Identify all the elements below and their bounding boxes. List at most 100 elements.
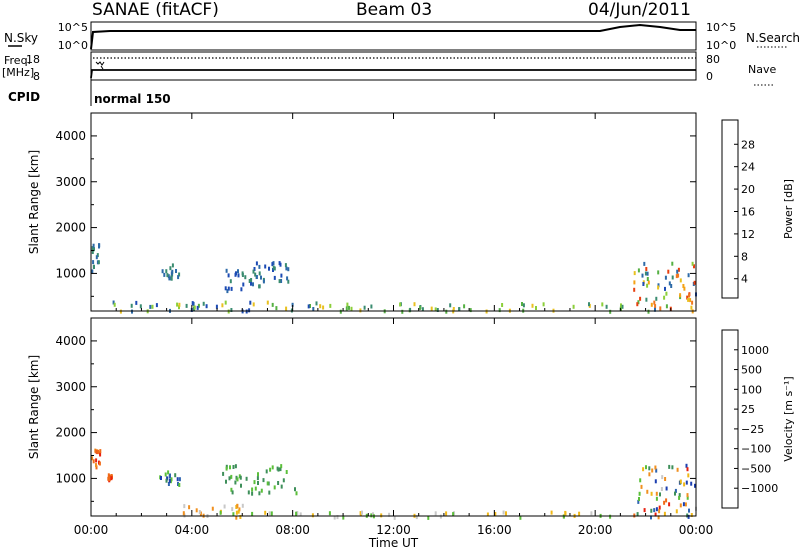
- data-cell: [135, 300, 138, 305]
- freq-label: Freq.: [4, 54, 31, 67]
- data-cell: [671, 261, 674, 266]
- data-cell: [445, 511, 448, 516]
- colorbar-tick-label: 4: [741, 273, 748, 286]
- data-cell: [439, 514, 442, 519]
- data-cell: [370, 304, 373, 309]
- data-cell: [312, 307, 315, 311]
- x-tick-label: 16:00: [477, 523, 512, 537]
- nsky-frame: [90, 21, 697, 51]
- data-cell: [502, 510, 505, 515]
- x-tick-label: 12:00: [376, 523, 411, 537]
- data-cell: [166, 476, 169, 481]
- data-cell: [350, 306, 353, 311]
- colorbar-tick-label: 25: [741, 403, 755, 416]
- colorbar-tick-label: 500: [741, 364, 762, 377]
- data-cell: [650, 508, 653, 513]
- data-cell: [268, 490, 271, 495]
- nsky-trace: [90, 23, 696, 50]
- data-cell: [266, 481, 269, 486]
- data-cell: [671, 465, 674, 470]
- freq-tick-top-left: 18: [26, 53, 40, 66]
- data-cell: [251, 491, 254, 496]
- data-cell: [419, 305, 422, 310]
- data-cell: [284, 263, 287, 268]
- data-cell: [251, 487, 254, 492]
- colorbar-tick-label: 1000: [741, 344, 769, 357]
- data-cell: [196, 305, 199, 310]
- data-cell: [564, 511, 567, 516]
- data-cell: [110, 474, 113, 478]
- freq-panel: Freq. [MHz] 18 8 80 0 Nave: [2, 51, 776, 86]
- data-cell: [601, 302, 604, 307]
- data-cell: [686, 467, 689, 472]
- nsky-panel: N.Sky 10^5 10^0 10^5 10^0 N.Search: [4, 21, 800, 52]
- data-cell: [272, 261, 275, 266]
- data-cell: [170, 271, 173, 276]
- data-cell: [638, 497, 640, 501]
- data-cell: [221, 303, 224, 308]
- data-cell: [277, 481, 280, 485]
- data-cell: [336, 515, 339, 520]
- data-cell: [291, 302, 294, 307]
- data-cell: [449, 303, 452, 308]
- data-cell: [266, 300, 269, 305]
- data-cell: [248, 308, 251, 313]
- data-cell: [659, 306, 662, 311]
- data-cell: [646, 283, 649, 288]
- data-cell: [605, 304, 608, 309]
- data-cell: [273, 485, 276, 490]
- data-cell: [676, 269, 679, 274]
- data-cell: [315, 301, 318, 306]
- data-cell: [643, 508, 646, 513]
- data-cell: [92, 243, 95, 248]
- nsky-tick-top-left: 10^5: [58, 21, 88, 34]
- data-cell: [198, 510, 201, 514]
- data-cell: [562, 514, 565, 519]
- nave-label: Nave: [748, 63, 776, 76]
- x-axis-label: Time UT: [368, 536, 419, 550]
- data-cell: [164, 472, 167, 477]
- data-cell: [95, 255, 98, 260]
- data-cell: [445, 309, 448, 314]
- data-cell: [361, 510, 363, 515]
- data-cell: [659, 492, 661, 497]
- data-cell: [661, 475, 664, 480]
- data-cell: [191, 301, 194, 306]
- data-cell: [693, 280, 696, 285]
- colorbar-tick-label: 8: [741, 250, 748, 263]
- data-cell: [413, 302, 416, 307]
- data-cell: [430, 306, 433, 311]
- data-cell: [363, 305, 366, 310]
- data-cell: [92, 264, 95, 269]
- data-cell: [131, 309, 133, 314]
- data-cell: [664, 286, 666, 291]
- data-cell: [160, 476, 162, 480]
- data-cell: [245, 476, 248, 481]
- data-cell: [225, 466, 228, 471]
- data-cell: [241, 273, 244, 277]
- data-cell: [309, 304, 311, 308]
- nave-tick-top-right: 80: [706, 53, 720, 66]
- data-cell: [177, 275, 180, 280]
- colorbar-tick-label: 100: [741, 383, 762, 396]
- data-cell: [260, 488, 263, 493]
- data-cell: [345, 306, 348, 311]
- data-cell: [211, 506, 214, 511]
- data-cell: [169, 473, 171, 478]
- data-cell: [370, 513, 373, 518]
- data-cell: [640, 484, 643, 489]
- data-cell: [329, 303, 332, 308]
- data-cell: [401, 309, 404, 314]
- data-cell: [687, 514, 690, 519]
- data-cell: [452, 307, 455, 311]
- data-cell: [225, 479, 227, 484]
- data-cell: [646, 271, 649, 276]
- data-cell: [690, 513, 693, 517]
- data-cell: [295, 491, 298, 496]
- x-tick-label: 00:00: [679, 523, 714, 537]
- data-cell: [202, 301, 205, 306]
- beam-title: Beam 03: [356, 0, 433, 20]
- data-cell: [215, 304, 218, 309]
